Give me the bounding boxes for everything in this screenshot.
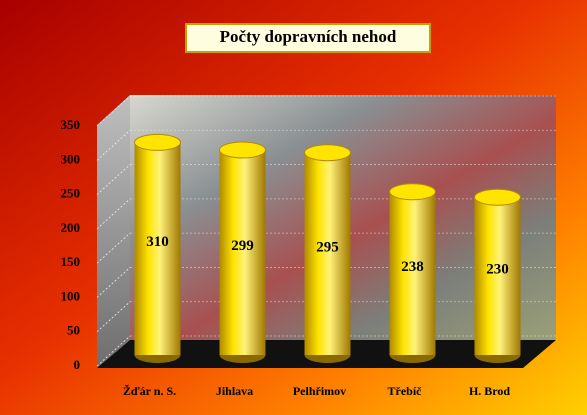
x-tick-label: Žďár n. S.: [123, 384, 176, 398]
cylinder-top: [390, 184, 436, 200]
y-tick-label: 350: [61, 117, 81, 132]
y-tick-label: 200: [61, 220, 81, 235]
x-tick-label: Třebíč: [388, 384, 423, 398]
page: {"chart_data": {"type": "bar", "title": …: [0, 0, 587, 415]
x-tick-label: Jihlava: [216, 384, 253, 398]
cylinder-top: [475, 189, 521, 205]
value-label: 299: [231, 238, 254, 254]
cylinder-top: [135, 134, 181, 150]
cylinder-top: [305, 145, 351, 161]
x-tick-label: Pelhřimov: [293, 384, 346, 398]
value-label: 295: [316, 239, 339, 255]
y-tick-label: 50: [67, 323, 80, 338]
y-tick-label: 100: [61, 288, 81, 303]
cylinder-top: [220, 142, 266, 158]
y-tick-label: 250: [61, 186, 81, 201]
value-label: 310: [146, 234, 169, 250]
y-tick-label: 0: [74, 357, 81, 372]
x-tick-label: H. Brod: [469, 384, 510, 398]
side-wall: [97, 95, 130, 368]
value-label: 238: [401, 259, 424, 275]
chart: Počty dopravních nehod 0 50 100 150 200 250 30…: [0, 0, 587, 415]
value-label: 230: [486, 262, 509, 278]
chart-title: Počty dopravních nehod: [220, 27, 397, 46]
y-tick-label: 300: [61, 151, 81, 166]
y-tick-label: 150: [61, 254, 81, 269]
